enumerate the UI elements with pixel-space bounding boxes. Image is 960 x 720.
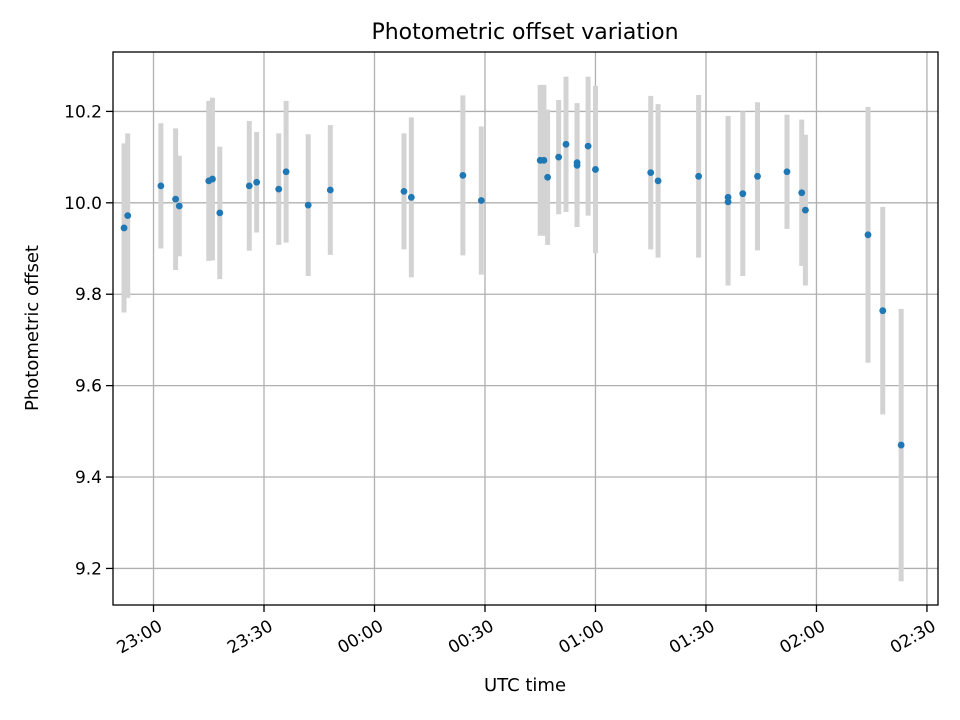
grid: [113, 52, 938, 605]
chart-title: Photometric offset variation: [371, 20, 678, 45]
data-point: [897, 441, 905, 449]
data-points: [120, 140, 905, 449]
data-point: [584, 142, 592, 150]
data-point: [253, 178, 261, 186]
data-point: [175, 202, 183, 210]
data-point: [209, 175, 216, 183]
plot-frame: [112, 51, 939, 606]
data-point: [654, 177, 662, 185]
data-point: [275, 185, 283, 193]
data-point: [245, 182, 253, 190]
y-tick-label: 10.0: [64, 194, 102, 214]
data-point: [216, 209, 224, 217]
y-tick-label: 9.4: [75, 468, 102, 488]
data-point: [754, 172, 761, 180]
data-point: [555, 153, 563, 161]
data-point: [592, 166, 599, 173]
y-tick-label: 9.6: [75, 377, 102, 397]
data-point: [879, 307, 887, 315]
data-point: [304, 201, 312, 209]
x-axis-label: UTC time: [484, 675, 566, 696]
data-point: [540, 156, 548, 164]
data-point: [407, 193, 415, 201]
y-axis-ticks: 9.2 9.4 9.6 9.8 10.0 10.2: [64, 102, 113, 579]
y-axis-label: Photometric offset: [22, 245, 43, 411]
data-point: [739, 190, 747, 198]
data-point: [724, 198, 732, 206]
data-point: [562, 140, 570, 148]
data-point: [695, 172, 703, 180]
data-point: [124, 212, 132, 220]
y-tick-label: 10.2: [64, 102, 102, 122]
data-point: [459, 171, 467, 179]
data-point: [157, 182, 165, 190]
data-point: [573, 159, 581, 167]
data-point: [647, 169, 655, 177]
y-tick-label: 9.8: [75, 285, 102, 305]
data-point: [282, 168, 290, 176]
y-tick-label: 9.2: [75, 559, 102, 579]
data-point: [326, 186, 334, 194]
data-point: [477, 197, 485, 204]
data-point: [802, 206, 809, 214]
data-point: [798, 189, 806, 197]
data-point: [544, 173, 551, 181]
data-point: [120, 224, 128, 232]
data-point: [783, 168, 791, 176]
data-point: [864, 231, 872, 239]
data-point: [172, 195, 180, 203]
data-point: [400, 187, 408, 195]
